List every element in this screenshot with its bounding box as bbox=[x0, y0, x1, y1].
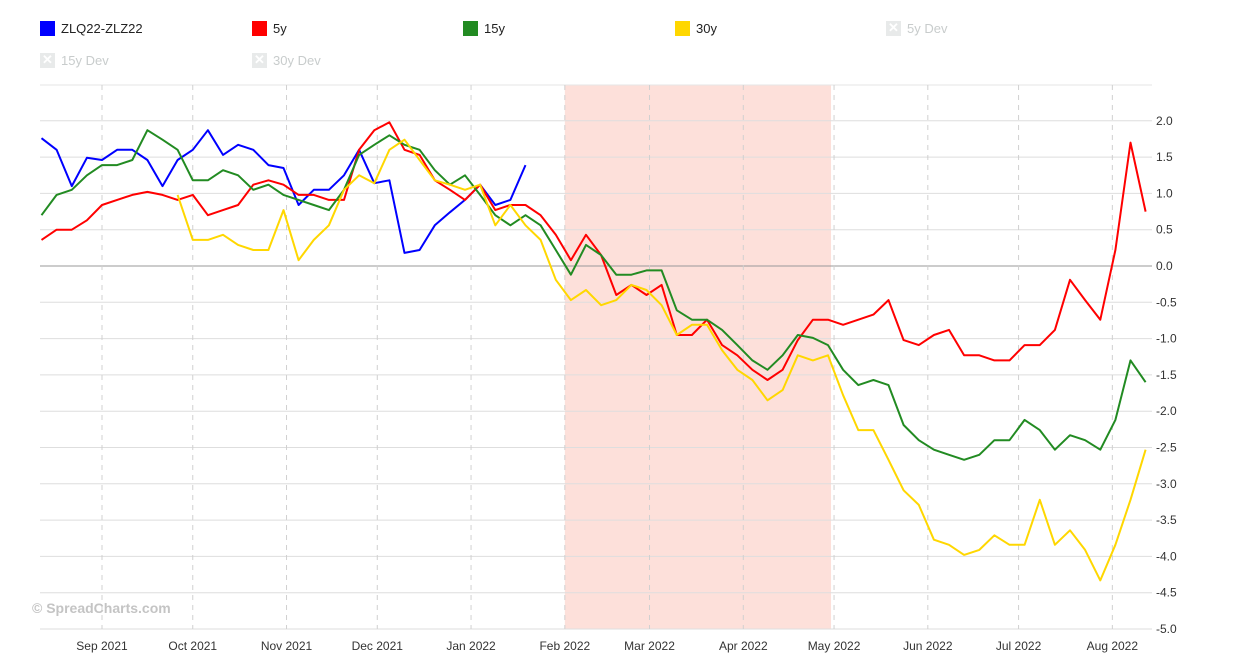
y-tick-label: 1.0 bbox=[1156, 186, 1173, 200]
x-tick-label: Feb 2022 bbox=[539, 639, 590, 653]
legend-label: 5y bbox=[273, 21, 287, 36]
x-tick-label: Dec 2021 bbox=[352, 639, 404, 653]
x-tick-label: Nov 2021 bbox=[261, 639, 313, 653]
legend-item-15y[interactable]: 15y bbox=[463, 21, 505, 36]
legend-item-30y-dev[interactable]: 30y Dev bbox=[252, 52, 321, 68]
x-tick-label: Mar 2022 bbox=[624, 639, 675, 653]
y-tick-label: -2.0 bbox=[1156, 404, 1177, 418]
series-line-30y bbox=[176, 138, 1147, 582]
legend-swatch-icon bbox=[463, 21, 478, 36]
y-tick-label: 0.0 bbox=[1156, 259, 1173, 273]
legend-label: 30y bbox=[696, 21, 717, 36]
watermark: © SpreadCharts.com bbox=[32, 600, 171, 616]
x-tick-label: Jan 2022 bbox=[446, 639, 496, 653]
y-tick-label: -4.0 bbox=[1156, 549, 1177, 563]
legend-item-zlq22-zlz22[interactable]: ZLQ22-ZLZ22 bbox=[40, 21, 143, 36]
x-tick-label: May 2022 bbox=[808, 639, 861, 653]
x-tick-label: Aug 2022 bbox=[1087, 639, 1139, 653]
legend-label: 15y bbox=[484, 21, 505, 36]
y-tick-label: -5.0 bbox=[1156, 622, 1177, 636]
hidden-series-icon bbox=[40, 52, 55, 68]
x-tick-label: Sep 2021 bbox=[76, 639, 128, 653]
series-line-15y bbox=[40, 129, 1147, 461]
y-tick-label: -3.5 bbox=[1156, 513, 1177, 527]
x-tick-label: Oct 2021 bbox=[168, 639, 217, 653]
legend-item-30y[interactable]: 30y bbox=[675, 21, 717, 36]
y-tick-label: 1.5 bbox=[1156, 150, 1173, 164]
legend-swatch-icon bbox=[675, 21, 690, 36]
legend-item-5y-dev[interactable]: 5y Dev bbox=[886, 20, 948, 36]
y-tick-label: -1.0 bbox=[1156, 332, 1177, 346]
legend-swatch-icon bbox=[40, 21, 55, 36]
series-line-zlq22-zlz22 bbox=[40, 129, 527, 254]
legend-item-5y[interactable]: 5y bbox=[252, 21, 287, 36]
x-tick-label: Jul 2022 bbox=[996, 639, 1042, 653]
x-tick-label: Apr 2022 bbox=[719, 639, 768, 653]
y-tick-label: -1.5 bbox=[1156, 368, 1177, 382]
legend-label: 30y Dev bbox=[273, 53, 321, 68]
hidden-series-icon bbox=[886, 20, 901, 36]
y-tick-label: -4.5 bbox=[1156, 586, 1177, 600]
legend-swatch-icon bbox=[252, 21, 267, 36]
highlight-band bbox=[564, 85, 832, 629]
y-tick-label: 2.0 bbox=[1156, 114, 1173, 128]
legend-label: 15y Dev bbox=[61, 53, 109, 68]
y-tick-label: -2.5 bbox=[1156, 441, 1177, 455]
y-tick-label: -0.5 bbox=[1156, 295, 1177, 309]
x-tick-label: Jun 2022 bbox=[903, 639, 953, 653]
legend-label: ZLQ22-ZLZ22 bbox=[61, 21, 143, 36]
series-line-5y bbox=[40, 121, 1147, 381]
hidden-series-icon bbox=[252, 52, 267, 68]
legend-item-15y-dev[interactable]: 15y Dev bbox=[40, 52, 109, 68]
y-tick-label: -3.0 bbox=[1156, 477, 1177, 491]
y-tick-label: 0.5 bbox=[1156, 223, 1173, 237]
legend-label: 5y Dev bbox=[907, 21, 948, 36]
